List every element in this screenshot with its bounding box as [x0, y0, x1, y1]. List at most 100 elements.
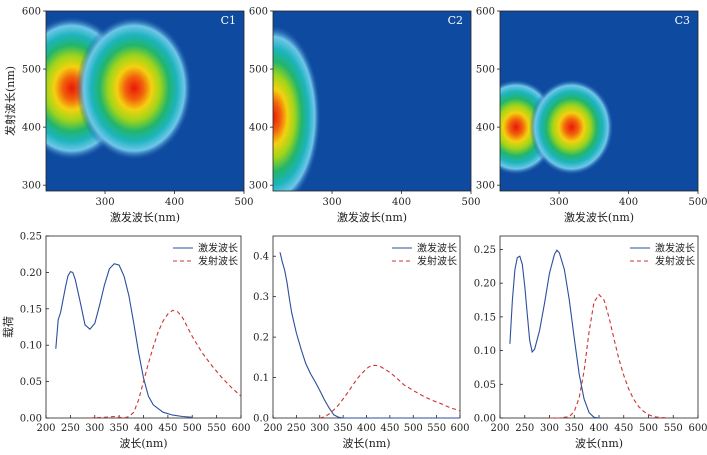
x-tick-label: 600 [450, 423, 469, 434]
x-tick-label: 300 [540, 423, 559, 434]
y-tick-label: 0.20 [474, 279, 496, 290]
series-line-excitation [509, 249, 600, 419]
heatmap-peak-2 [76, 16, 193, 161]
x-axis-label: 激发波长(nm) [564, 210, 634, 224]
x-tick-label: 600 [231, 423, 250, 434]
y-tick-label: 400 [249, 123, 268, 134]
x-axis-label: 波长(nm) [575, 437, 623, 450]
x-tick-label: 300 [96, 197, 115, 208]
y-tick-label: 600 [476, 7, 495, 18]
x-tick-label: 300 [310, 423, 329, 434]
heatmap-panel-C3: 300 400 500 300 400 500 600 C3 激发波长(nm) [476, 7, 707, 225]
x-tick-label: 550 [427, 423, 446, 434]
y-tick-label: 0.25 [20, 232, 42, 243]
y-tick-label: 400 [476, 123, 495, 134]
y-tick-label: 0.15 [474, 312, 496, 323]
y-axis-label: 发射波长(nm) [3, 66, 17, 136]
y-tick-label: 0.00 [474, 414, 496, 425]
y-tick-label: 0.05 [20, 377, 42, 388]
heatmap-frame [499, 10, 699, 192]
x-axis-label: 波长(nm) [342, 437, 390, 450]
x-tick-label: 300 [550, 197, 569, 208]
y-tick-label: 0.20 [20, 268, 42, 279]
x-tick-label: 500 [404, 423, 423, 434]
line-panel-L1: 200 250 300 350 400 450 500 550 600 0.00 0.05 0.10 0… [2, 232, 251, 451]
x-tick-label: 550 [664, 423, 683, 434]
x-axis-label: 激发波长(nm) [110, 210, 180, 224]
heatmap-frame [45, 10, 245, 192]
x-tick-label: 250 [61, 423, 80, 434]
x-tick-label: 200 [490, 423, 509, 434]
y-axis-label: 载荷 [2, 316, 15, 338]
x-tick-label: 200 [36, 423, 55, 434]
x-tick-label: 450 [380, 423, 399, 434]
series-line-emission [549, 293, 669, 419]
y-tick-label: 0.00 [20, 414, 42, 425]
y-tick-label: 0.1 [253, 373, 269, 384]
x-axis-label: 激发波长(nm) [337, 210, 407, 224]
series-line-excitation [55, 263, 193, 418]
x-axis-label: 波长(nm) [119, 437, 167, 450]
x-tick-label: 500 [183, 423, 202, 434]
legend-label: 激发波长 [655, 242, 695, 255]
y-tick-label: 0.25 [474, 245, 496, 256]
panel-label: C2 [448, 14, 463, 27]
line-panel-L2: 200 250 300 350 400 450 500 550 600 0.0 0.1 0.2 0.3 0… [253, 235, 470, 450]
x-tick-label: 400 [357, 423, 376, 434]
heatmap-panel-C1: 300 400 500 300 400 500 600 C1 激发波长(nm) 发射波长(nm) [3, 7, 254, 225]
y-tick-label: 500 [249, 65, 268, 76]
y-tick-label: 400 [22, 123, 41, 134]
y-tick-label: 0.15 [20, 304, 42, 315]
heatmap-blobs [46, 16, 193, 161]
heatmap-peak-1 [273, 24, 321, 191]
x-tick-label: 500 [234, 197, 253, 208]
y-tick-label: 0.4 [253, 252, 269, 263]
series-line-excitation [279, 252, 460, 419]
x-tick-label: 500 [461, 197, 480, 208]
x-tick-label: 600 [688, 423, 707, 434]
legend-label: 发射波长 [417, 255, 457, 268]
x-tick-label: 500 [688, 197, 707, 208]
y-tick-label: 0.3 [253, 292, 269, 303]
series-line-emission [319, 364, 461, 419]
x-tick-label: 400 [392, 197, 411, 208]
y-tick-label: 300 [249, 181, 268, 192]
x-tick-label: 200 [263, 423, 282, 434]
x-tick-label: 500 [639, 423, 658, 434]
x-tick-label: 550 [207, 423, 226, 434]
x-tick-label: 350 [565, 423, 584, 434]
heatmap-peak-2 [529, 79, 614, 176]
x-tick-label: 450 [614, 423, 633, 434]
x-tick-label: 250 [287, 423, 306, 434]
y-tick-label: 500 [476, 65, 495, 76]
legend-label: 发射波长 [198, 255, 238, 268]
series-line-emission [89, 309, 242, 419]
line-panel-L3: 200 250 300 350 400 450 500 550 600 0.00 0.05 0.10 0… [474, 235, 707, 450]
x-tick-label: 350 [110, 423, 129, 434]
panel-label: C1 [221, 14, 236, 27]
y-tick-label: 600 [22, 7, 41, 18]
x-tick-label: 400 [165, 197, 184, 208]
heatmap-panel-C2: 300 400 500 300 400 500 600 C2 激发波长(nm) [249, 7, 481, 225]
y-tick-label: 0.0 [253, 414, 269, 425]
panel-label: C3 [675, 14, 690, 27]
heatmap-blobs [273, 24, 321, 191]
legend-label: 发射波长 [655, 255, 695, 268]
x-tick-label: 450 [158, 423, 177, 434]
y-tick-label: 0.10 [474, 346, 496, 357]
y-tick-label: 0.05 [474, 380, 496, 391]
x-tick-label: 300 [85, 423, 104, 434]
y-tick-label: 600 [249, 7, 268, 18]
x-tick-label: 400 [619, 197, 638, 208]
heatmap-frame [272, 10, 472, 192]
y-tick-label: 0.2 [253, 333, 269, 344]
y-tick-label: 300 [476, 181, 495, 192]
legend-label: 激发波长 [417, 242, 457, 255]
y-tick-label: 500 [22, 65, 41, 76]
x-tick-label: 300 [323, 197, 342, 208]
x-tick-label: 400 [589, 423, 608, 434]
x-tick-label: 400 [134, 423, 153, 434]
legend-label: 激发波长 [198, 242, 238, 255]
heatmap-blobs [500, 79, 614, 176]
